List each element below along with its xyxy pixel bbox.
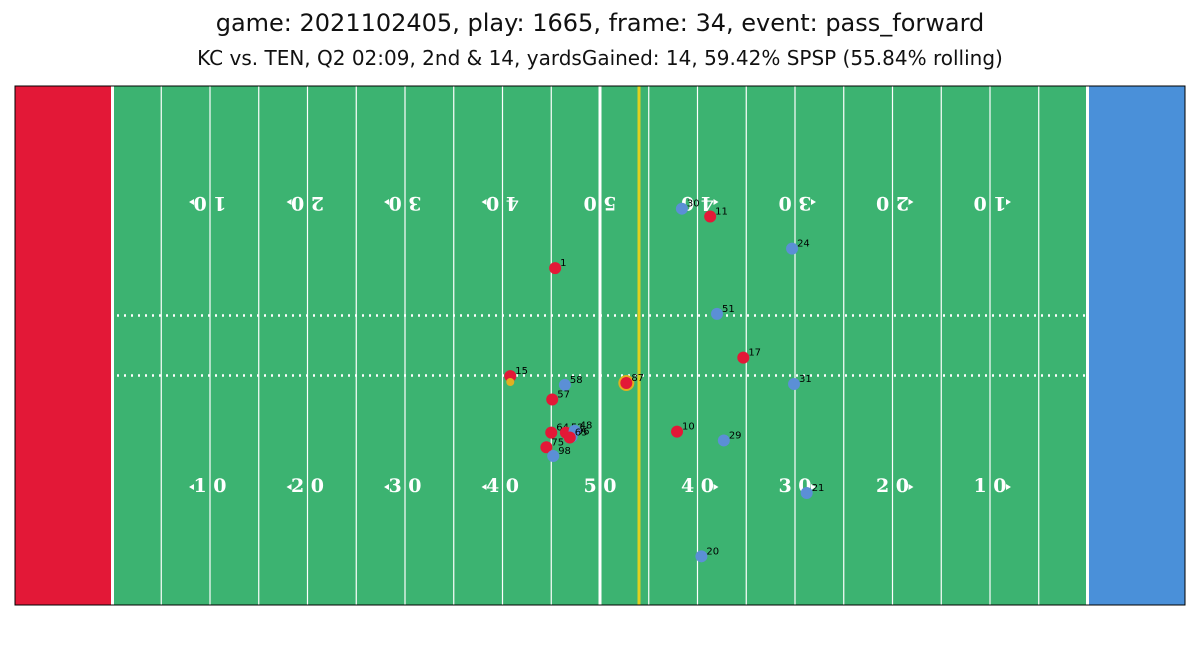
yard-number-bottom: 2 0: [876, 475, 909, 497]
football-icon: [506, 378, 515, 387]
player-jersey-label: 87: [631, 373, 644, 384]
player-dot-red: [540, 441, 553, 454]
player-jersey-label: 75: [551, 437, 564, 448]
player-dot-blue: [547, 450, 560, 463]
player-jersey-label: 21: [812, 483, 825, 494]
yard-number-bottom: 3 0: [388, 475, 421, 497]
yard-numbers: 1 0 1 0 2 0 2 0 3 0 3 0 4 0 4 0 5 0 5 0 4 0 4 0 3 0 3…: [189, 192, 1011, 497]
yard-number-top: 2 0: [291, 192, 324, 214]
player-dot-blue: [675, 202, 688, 215]
direction-arrow-icon: [908, 484, 914, 490]
player-jersey-label: 30: [687, 199, 700, 210]
direction-arrow-icon: [1006, 199, 1011, 205]
player-dot-red: [545, 426, 558, 439]
player-jersey-label: 15: [515, 366, 528, 377]
player-jersey-label: 20: [706, 546, 719, 557]
player-dot-red: [546, 393, 559, 406]
player-dot-red: [504, 370, 517, 383]
direction-arrow-icon: [384, 484, 389, 490]
player-dot-red: [704, 210, 717, 223]
player-dot-red: [671, 425, 684, 438]
player-dot-red: [620, 376, 633, 389]
direction-arrow-icon: [811, 199, 816, 205]
chart-subtitle: KC vs. TEN, Q2 02:09, 2nd & 14, yardsGai…: [197, 46, 1003, 70]
direction-arrow-icon: [811, 484, 816, 490]
player-jersey-label: 65: [575, 428, 588, 439]
player-dot-blue: [558, 378, 571, 391]
yard-number-top: 1 0: [193, 192, 226, 214]
yard-number-bottom: 2 0: [291, 475, 324, 497]
direction-arrow-icon: [286, 199, 292, 205]
yard-number-top: 4 0: [486, 192, 519, 214]
player-dot-red: [563, 431, 576, 444]
yard-lines: [111, 86, 1089, 605]
player-jersey-label: 29: [729, 430, 742, 441]
yard-number-bottom: 1 0: [973, 475, 1006, 497]
player-jersey-label: 51: [722, 304, 735, 315]
player-jersey-label: 24: [797, 239, 810, 250]
yard-number-top: 3 0: [388, 192, 421, 214]
player-jersey-label: 58: [570, 375, 583, 386]
direction-arrow-icon: [908, 199, 914, 205]
yard-number-top: 1 0: [973, 192, 1006, 214]
player-jersey-label: 17: [748, 348, 761, 359]
players-layer: 3011241511715588731571064529648652975982…: [504, 199, 824, 563]
yard-number-bottom: 4 0: [681, 475, 714, 497]
player-jersey-label: 98: [558, 446, 571, 457]
player-jersey-label: 96: [577, 427, 590, 438]
direction-arrow-icon: [189, 484, 194, 490]
yard-number-bottom: 4 0: [486, 475, 519, 497]
yard-number-bottom: 1 0: [193, 475, 226, 497]
direction-arrow-icon: [481, 484, 487, 490]
direction-arrow-icon: [384, 199, 389, 205]
player-dot-blue: [786, 242, 799, 255]
direction-arrow-icon: [189, 199, 194, 205]
player-jersey-label: 57: [557, 390, 570, 401]
player-jersey-label: 10: [682, 422, 695, 433]
player-dot-blue: [695, 550, 708, 563]
player-jersey-label: 1: [560, 258, 566, 269]
player-dot-blue: [711, 307, 723, 320]
direction-arrow-icon: [286, 484, 292, 490]
yard-number-bottom: 5 0: [583, 475, 616, 497]
player-dot-blue: [800, 487, 813, 500]
right-endzone: [1087, 86, 1185, 605]
player-dot-blue: [717, 434, 730, 447]
yard-number-top: 3 0: [778, 192, 811, 214]
player-dot-blue: [788, 377, 801, 390]
left-endzone: [15, 86, 113, 605]
direction-arrow-icon: [481, 199, 487, 205]
yard-number-top: 4 0: [681, 192, 714, 214]
field-border: [14, 85, 1186, 606]
direction-arrow-icon: [1006, 484, 1011, 490]
chart-title: game: 2021102405, play: 1665, frame: 34,…: [215, 9, 985, 37]
player-jersey-label: 31: [799, 374, 812, 385]
player-jersey-label: 48: [580, 421, 593, 432]
direction-arrow-icon: [713, 199, 719, 205]
player-dot-red: [549, 262, 562, 275]
yard-number-top: 5 0: [583, 192, 616, 214]
yard-number-top: 2 0: [876, 192, 909, 214]
player-jersey-label: 11: [715, 206, 728, 217]
direction-arrow-icon: [713, 484, 719, 490]
player-dot-red: [737, 351, 750, 364]
